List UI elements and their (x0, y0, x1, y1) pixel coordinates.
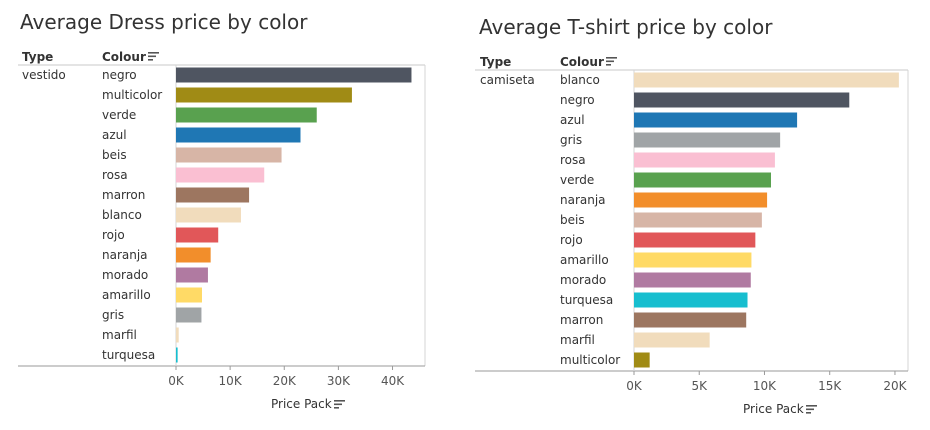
bar-marron (176, 187, 250, 203)
sort-icon[interactable] (806, 404, 818, 414)
tick-label: 40K (381, 374, 405, 388)
chart-title: Average T-shirt price by color (479, 15, 773, 39)
tick-label: 30K (327, 374, 351, 388)
category-label: blanco (102, 208, 142, 222)
category-label: turquesa (102, 348, 155, 362)
category-label: marron (102, 188, 145, 202)
category-label: marfil (560, 333, 595, 347)
category-label: multicolor (102, 88, 162, 102)
colour-header: Colour (102, 50, 146, 64)
bar-turquesa (176, 347, 178, 363)
category-label: beis (102, 148, 127, 162)
bar-morado (176, 267, 208, 283)
tick-label: 10K (219, 374, 243, 388)
category-label: verde (102, 108, 136, 122)
tick-label: 20K (883, 379, 907, 393)
bar-negro (634, 92, 850, 108)
category-label: azul (102, 128, 127, 142)
category-label: marfil (102, 328, 137, 342)
bar-morado (634, 272, 751, 288)
bar-beis (176, 147, 282, 163)
category-label: beis (560, 213, 585, 227)
category-label: azul (560, 113, 585, 127)
bar-marfil (634, 332, 710, 348)
bar-blanco (176, 207, 241, 223)
dress-bar-chart: negro multicolor verde azul beis rosa marron bl… (18, 64, 426, 388)
bar-amarillo (176, 287, 202, 303)
bar-turquesa (634, 292, 748, 308)
category-label: rojo (560, 233, 583, 247)
bar-verde (176, 107, 317, 123)
category-label: amarillo (560, 253, 609, 267)
type-header: Type (22, 50, 54, 64)
bar-rosa (634, 152, 775, 168)
sort-icon[interactable] (606, 56, 618, 66)
tick-label: 15K (818, 379, 842, 393)
tick-label: 0K (168, 374, 185, 388)
bar-rosa (176, 167, 265, 183)
category-label: morado (560, 273, 606, 287)
bar-negro (176, 67, 412, 83)
category-label: gris (102, 308, 124, 322)
category-label: marron (560, 313, 603, 327)
category-label: naranja (560, 193, 606, 207)
bar-rojo (176, 227, 219, 243)
sort-icon[interactable] (148, 51, 160, 61)
bar-naranja (634, 192, 768, 208)
category-label: multicolor (560, 353, 620, 367)
bar-azul (634, 112, 798, 128)
category-label: turquesa (560, 293, 613, 307)
bar-beis (634, 212, 762, 228)
bar-marfil (176, 327, 179, 343)
category-label: gris (560, 133, 582, 147)
category-label: morado (102, 268, 148, 282)
category-label: rojo (102, 228, 125, 242)
category-label: rosa (560, 153, 586, 167)
category-label: verde (560, 173, 594, 187)
type-value: vestido (22, 68, 66, 82)
x-axis-title: Price Pack (743, 402, 804, 416)
bar-rojo (634, 232, 756, 248)
chart-title: Average Dress price by color (20, 10, 308, 34)
bar-gris (634, 132, 781, 148)
bar-verde (634, 172, 771, 188)
sort-icon[interactable] (334, 399, 346, 409)
category-label: negro (560, 93, 595, 107)
tick-label: 10K (753, 379, 777, 393)
bar-naranja (176, 247, 211, 263)
colour-header: Colour (560, 55, 604, 69)
type-header: Type (480, 55, 512, 69)
bar-azul (176, 127, 301, 143)
type-value: camiseta (480, 73, 535, 87)
category-label: amarillo (102, 288, 151, 302)
category-label: naranja (102, 248, 148, 262)
bar-blanco (634, 72, 899, 88)
tick-label: 0K (626, 379, 643, 393)
bar-gris (176, 307, 202, 323)
tick-label: 5K (691, 379, 708, 393)
bar-multicolor (176, 87, 352, 103)
x-axis-title: Price Pack (271, 397, 332, 411)
category-label: negro (102, 68, 137, 82)
tick-label: 20K (273, 374, 297, 388)
category-label: blanco (560, 73, 600, 87)
tshirt-bar-chart: blanco negro azul gris rosa verde naranja beis r… (475, 69, 909, 393)
bar-multicolor (634, 352, 650, 368)
bar-amarillo (634, 252, 752, 268)
category-label: rosa (102, 168, 128, 182)
bar-marron (634, 312, 747, 328)
